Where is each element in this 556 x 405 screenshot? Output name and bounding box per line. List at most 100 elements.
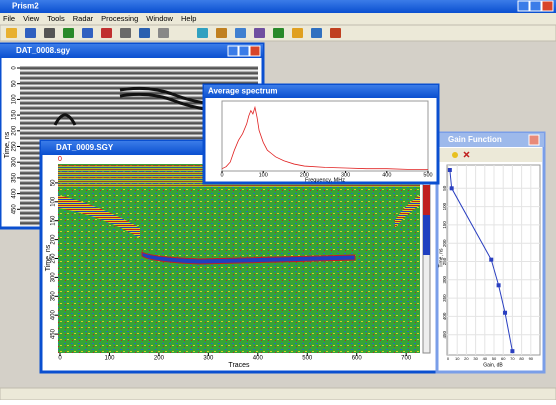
x-tick-label: 80 [519, 356, 524, 361]
x-axis-label: Traces [228, 362, 250, 369]
tool-button[interactable] [273, 28, 284, 38]
y-tick-label: 300 [442, 276, 447, 284]
x-tick-label: 300 [341, 172, 350, 178]
window-title: Average spectrum [208, 87, 278, 96]
tool-button[interactable] [82, 28, 93, 38]
y-tick-label: 250 [51, 253, 57, 264]
gain-point[interactable] [503, 310, 508, 315]
x-tick-label: 100 [104, 356, 115, 362]
tool-button[interactable] [139, 28, 150, 38]
y-tick-label: 50 [51, 179, 57, 186]
x-tick-label: 0 [447, 356, 450, 361]
menu-item[interactable]: View [23, 14, 40, 23]
x-axis-label: Gain, dB [483, 362, 503, 368]
tool-button[interactable] [6, 28, 17, 38]
y-axis-label: Time, ns [438, 248, 444, 267]
x-tick-label: 30 [473, 356, 478, 361]
window-title: DAT_0008.sgy [16, 46, 71, 55]
x-tick-label: 40 [483, 356, 488, 361]
tool-button[interactable] [292, 28, 303, 38]
x-tick-label: 500 [302, 356, 313, 362]
app-title: Prism2 [12, 2, 39, 11]
tool-button[interactable] [330, 28, 341, 38]
y-tick-label: 350 [12, 172, 18, 183]
y-tick-label: 200 [51, 234, 57, 245]
x-tick-label: 200 [300, 172, 309, 178]
tool-button[interactable] [63, 28, 74, 38]
x-tick-label: 600 [352, 356, 363, 362]
x-tick-label: 300 [203, 356, 214, 362]
menu-item[interactable]: Window [146, 14, 173, 23]
menu-item[interactable]: Processing [101, 14, 138, 23]
gain-point[interactable] [489, 257, 494, 262]
menu-item[interactable]: Tools [47, 14, 65, 23]
y-tick-label: 150 [12, 109, 18, 120]
y-tick-label: 0 [12, 66, 18, 70]
y-tick-label: 150 [442, 221, 447, 229]
tool-button[interactable] [44, 28, 55, 38]
menu-item[interactable]: File [3, 14, 15, 23]
x-tick-label: 700 [401, 356, 412, 362]
tool-button[interactable] [254, 28, 265, 38]
y-tick-label: 100 [442, 202, 447, 210]
y-tick-label: 250 [12, 141, 18, 152]
tool-button[interactable] [311, 28, 322, 38]
y-tick-label: 450 [12, 204, 18, 215]
y-tick-label: 150 [51, 215, 57, 226]
y-axis-label: Time, ns [45, 244, 52, 271]
gain-point[interactable] [449, 186, 454, 191]
marker: 0 [58, 156, 62, 163]
x-tick-label: 60 [501, 356, 506, 361]
y-tick-label: 400 [51, 310, 57, 321]
y-tick-label: 350 [51, 291, 57, 302]
x-tick-label: 50 [492, 356, 497, 361]
x-tick-label: 100 [259, 172, 268, 178]
menu-bar [0, 13, 556, 25]
window-title: Gain Function [448, 135, 502, 144]
window-spectrum[interactable]: Average spectrum Frequency, MHz 0 100 200 3… [202, 83, 440, 185]
app-titlebar [0, 0, 556, 13]
menu-item[interactable]: Radar [73, 14, 94, 23]
y-axis-label: Time, ns [4, 131, 11, 158]
tool-button[interactable] [197, 28, 208, 38]
y-tick-label: 450 [51, 328, 57, 339]
y-tick-label: 300 [51, 272, 57, 283]
tool-button[interactable] [235, 28, 246, 38]
x-tick-label: 0 [58, 356, 62, 362]
status-bar [0, 387, 556, 401]
tool-button[interactable] [25, 28, 36, 38]
y-tick-label: 100 [51, 196, 57, 207]
app-controls[interactable] [517, 0, 554, 12]
tool-button[interactable] [120, 28, 131, 38]
menu-item[interactable]: Help [181, 14, 196, 23]
y-tick-label: 200 [12, 125, 18, 136]
y-tick-label: 50 [442, 185, 447, 191]
gain-curve [449, 169, 513, 352]
gain-point[interactable] [496, 283, 501, 288]
y-tick-label: 400 [12, 188, 18, 199]
x-tick-label: 10 [455, 356, 460, 361]
tool-button[interactable] [216, 28, 227, 38]
y-tick-label: 350 [442, 294, 447, 302]
tool-button[interactable] [158, 28, 169, 38]
tool-button[interactable] [101, 28, 112, 38]
x-tick-label: 400 [382, 172, 391, 178]
y-tick-label: 250 [442, 257, 447, 265]
gain-point[interactable] [510, 349, 515, 354]
x-tick-label: 70 [510, 356, 515, 361]
x-tick-label: 500 [423, 172, 432, 178]
x-tick-label: 400 [253, 356, 264, 362]
y-tick-label: 400 [442, 312, 447, 320]
x-axis-label: Frequency, MHz [305, 177, 345, 183]
window-title: DAT_0009.SGY [56, 143, 114, 152]
x-tick-label: 90 [529, 356, 534, 361]
window-gain[interactable]: Gain Function Time, ns Gain, dB 50100150… [435, 131, 546, 374]
y-tick-label: 450 [442, 330, 447, 338]
y-tick-label: 50 [12, 80, 18, 87]
gain-point[interactable] [447, 168, 452, 172]
y-tick-label: 100 [12, 94, 18, 105]
y-tick-label: 200 [442, 239, 447, 247]
y-tick-label: 300 [12, 157, 18, 168]
